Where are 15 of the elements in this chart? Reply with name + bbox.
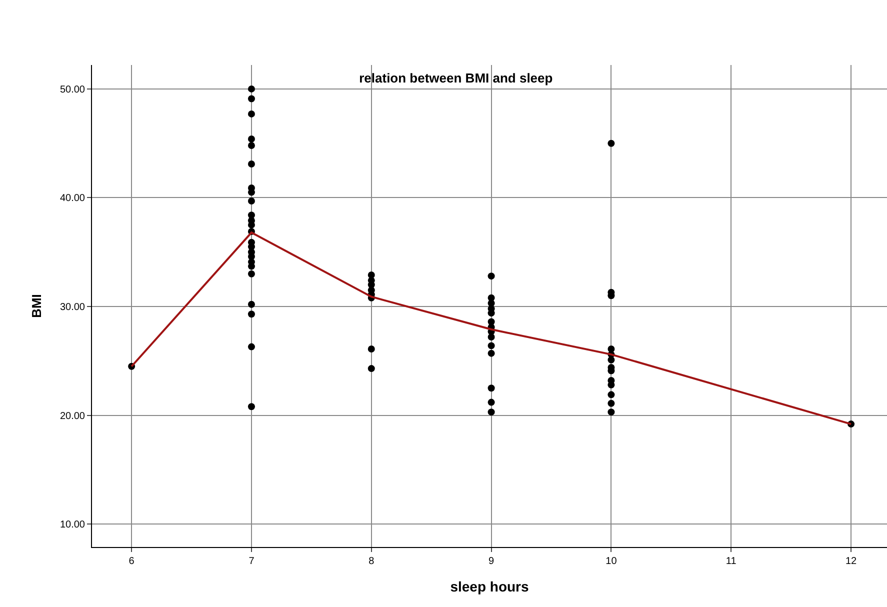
y-axis-title: BMI	[28, 294, 44, 318]
x-tick-label: 12	[845, 556, 858, 567]
y-tick-label: 40.00	[60, 193, 86, 204]
x-tick-label: 11	[726, 556, 737, 567]
y-tick-label: 20.00	[60, 410, 86, 422]
y-tick-label: 10.00	[60, 520, 86, 531]
x-tick-label: 8	[368, 556, 375, 567]
y-tick-label: 50.00	[60, 84, 86, 96]
x-tick-label: 10	[606, 556, 618, 567]
x-axis-title: sleep hours	[450, 578, 529, 594]
x-tick-label: 6	[128, 556, 135, 567]
x-tick-label: 9	[488, 556, 495, 567]
y-tick-label: 30.00	[60, 302, 86, 314]
x-tick-label: 7	[248, 556, 255, 567]
text: relation between BMI and sleep	[359, 70, 553, 86]
